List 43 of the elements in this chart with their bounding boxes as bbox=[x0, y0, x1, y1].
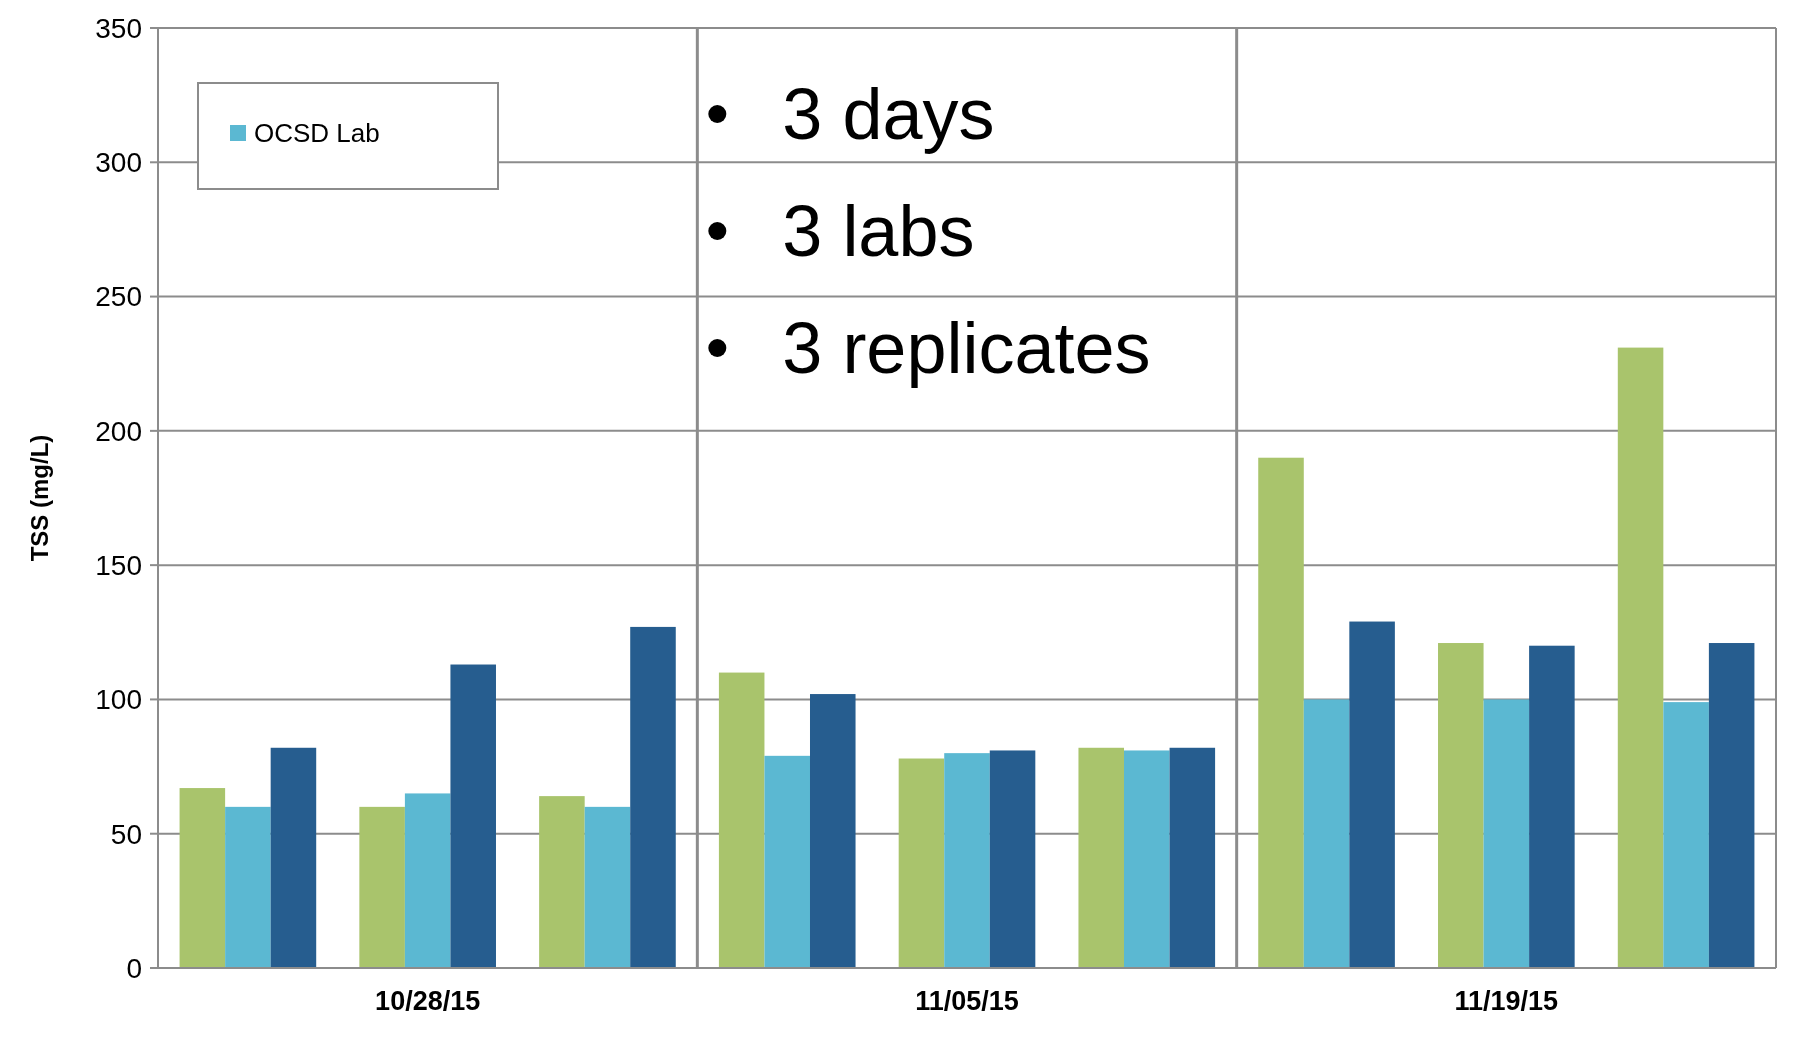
bar bbox=[584, 806, 631, 968]
y-tick-label: 50 bbox=[110, 818, 142, 850]
y-tick-label: 300 bbox=[95, 147, 142, 179]
bar bbox=[1078, 747, 1124, 968]
annotation: 3 labs bbox=[782, 191, 975, 272]
bar bbox=[1303, 699, 1350, 968]
bar bbox=[1708, 643, 1755, 968]
bar bbox=[179, 788, 226, 968]
y-tick-label: 150 bbox=[95, 549, 142, 581]
x-tick-label: 10/28/15 bbox=[375, 986, 481, 1016]
y-tick-label: 200 bbox=[95, 415, 142, 447]
y-tick-label: 250 bbox=[95, 281, 142, 313]
legend-label: OCSD Lab bbox=[254, 118, 380, 149]
bar bbox=[359, 806, 405, 968]
bar bbox=[270, 747, 317, 968]
bar bbox=[450, 664, 496, 968]
bar bbox=[1529, 645, 1575, 968]
annotation: 3 replicates bbox=[782, 308, 1151, 389]
bar bbox=[898, 758, 945, 968]
bar bbox=[1483, 699, 1530, 968]
bar bbox=[1349, 621, 1395, 968]
bar bbox=[630, 626, 676, 968]
y-tick-label: 0 bbox=[126, 952, 142, 984]
x-tick-label: 11/05/15 bbox=[915, 986, 1019, 1016]
bar bbox=[1169, 747, 1216, 968]
y-tick-label: 100 bbox=[95, 684, 142, 716]
bar bbox=[1663, 702, 1709, 968]
bar bbox=[539, 796, 585, 968]
bar bbox=[944, 753, 990, 968]
bar bbox=[1617, 347, 1664, 968]
x-tick-label: 11/19/15 bbox=[1454, 986, 1559, 1016]
bar bbox=[1124, 750, 1170, 968]
bar bbox=[809, 694, 856, 968]
y-tick-label: 350 bbox=[95, 12, 142, 44]
bar bbox=[225, 806, 271, 968]
bar bbox=[1258, 457, 1304, 968]
bar bbox=[718, 672, 765, 968]
bar bbox=[989, 750, 1036, 968]
bar bbox=[404, 793, 451, 968]
bar bbox=[1438, 643, 1484, 968]
bar bbox=[764, 755, 810, 968]
y-axis-title: TSS (mg/L) bbox=[26, 434, 53, 562]
annotation: 3 days bbox=[782, 74, 995, 155]
